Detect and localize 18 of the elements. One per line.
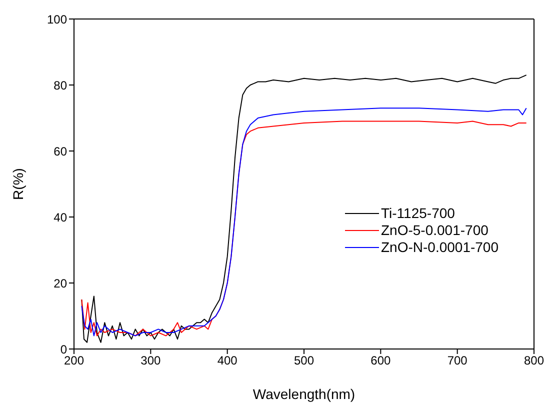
x-tick-label: 500 bbox=[294, 354, 314, 368]
y-tick-label: 0 bbox=[60, 342, 68, 356]
x-tick-label: 400 bbox=[217, 354, 238, 368]
y-tick-label: 40 bbox=[54, 210, 68, 224]
x-tick-label: 200 bbox=[64, 354, 84, 368]
y-tick-label: 100 bbox=[46, 12, 68, 26]
x-axis-title: Wavelength(nm) bbox=[252, 386, 356, 402]
x-tick-label: 300 bbox=[140, 354, 161, 368]
legend-label: Ti-1125-700 bbox=[381, 205, 455, 222]
y-tick-label: 60 bbox=[54, 144, 68, 158]
y-axis-title: R(%) bbox=[10, 168, 26, 200]
x-tick-label: 600 bbox=[370, 354, 391, 368]
legend-label: ZnO-N-0.0001-700 bbox=[381, 239, 499, 256]
x-tick-label: 700 bbox=[447, 354, 468, 368]
y-tick-label: 20 bbox=[54, 276, 68, 290]
x-tick-label: 800 bbox=[524, 354, 544, 368]
legend-label: ZnO-5-0.001-700 bbox=[381, 222, 488, 239]
y-tick-label: 80 bbox=[54, 78, 68, 92]
